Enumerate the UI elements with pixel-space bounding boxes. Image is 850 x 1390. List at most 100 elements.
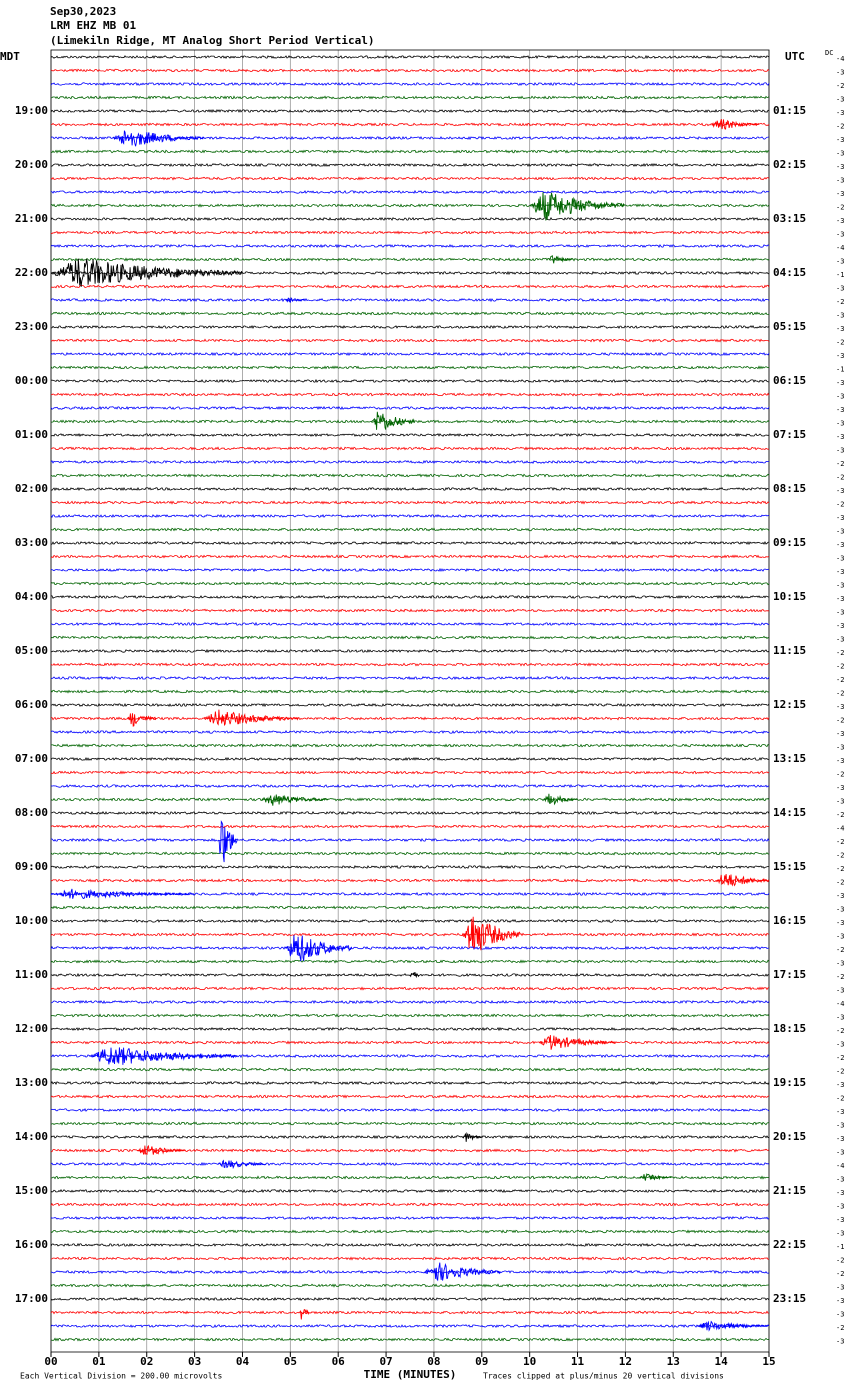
hour-label-utc: 21:15	[773, 1184, 806, 1197]
event	[50, 258, 243, 287]
dc-offset: -2	[836, 838, 844, 846]
hour-label-utc: 13:15	[773, 752, 806, 765]
event	[127, 713, 157, 727]
trace	[50, 1310, 769, 1315]
trace	[50, 1161, 770, 1167]
trace	[50, 986, 770, 991]
dc-offset: -2	[836, 1068, 844, 1076]
trace	[50, 1040, 770, 1045]
trace	[50, 1013, 770, 1018]
dc-offset: -3	[836, 595, 844, 603]
trace	[50, 513, 770, 519]
hour-label-utc: 16:15	[773, 914, 806, 927]
trace	[50, 297, 770, 303]
dc-offset: -4	[836, 55, 844, 63]
dc-offset: -3	[836, 609, 844, 617]
event	[285, 296, 305, 303]
trace	[50, 554, 770, 559]
hour-label-mdt: 10:00	[15, 914, 48, 927]
trace	[50, 1202, 769, 1207]
trace	[50, 1107, 770, 1113]
trace	[50, 324, 770, 330]
event	[538, 1035, 616, 1050]
dc-offset: -4	[836, 1000, 844, 1008]
right-zone: UTC	[785, 50, 805, 63]
dc-offset: -3	[836, 744, 844, 752]
dc-offset: -3	[836, 636, 844, 644]
trace	[50, 432, 770, 438]
event	[424, 1262, 501, 1282]
trace	[50, 581, 770, 586]
trace	[50, 689, 770, 694]
dc-offset: -3	[836, 1203, 844, 1211]
trace	[50, 203, 770, 208]
dc-offset: -1	[836, 1243, 844, 1251]
trace	[51, 702, 770, 708]
x-tick-label: 05	[284, 1355, 297, 1368]
dc-offset: -3	[836, 960, 844, 968]
dc-offset: -3	[836, 190, 844, 198]
clip-note: Traces clipped at plus/minus 20 vertical…	[483, 1372, 724, 1381]
dc-offset: -3	[836, 487, 844, 495]
dc-offset: -3	[836, 541, 844, 549]
dc-offset: -3	[836, 703, 844, 711]
trace	[50, 567, 770, 573]
dc-offset: -3	[836, 1122, 844, 1130]
event	[203, 709, 300, 727]
hour-label-mdt: 17:00	[15, 1292, 48, 1305]
trace	[50, 108, 770, 114]
trace	[50, 999, 770, 1005]
dc-offset: -3	[836, 352, 844, 360]
trace	[50, 54, 770, 60]
dc-offset: -2	[836, 852, 844, 860]
dc-offset: -2	[836, 1054, 844, 1062]
dc-offset: -3	[836, 568, 844, 576]
hour-label-mdt: 19:00	[15, 104, 48, 117]
hour-label-utc: 11:15	[773, 644, 806, 657]
trace	[50, 338, 770, 343]
title-line: (Limekiln Ridge, MT Analog Short Period …	[50, 34, 375, 47]
trace	[50, 810, 770, 816]
hour-label-utc: 17:15	[773, 968, 806, 981]
dc-offset: -2	[836, 204, 844, 212]
dc-offset: -3	[836, 1014, 844, 1022]
event	[529, 192, 626, 221]
trace	[50, 1256, 770, 1261]
hour-label-mdt: 20:00	[15, 158, 48, 171]
x-tick-label: 09	[475, 1355, 488, 1368]
dc-offset: -3	[836, 1041, 844, 1049]
dc-offset: -3	[836, 555, 844, 563]
dc-offset: -3	[836, 757, 844, 765]
dc-offset: -2	[836, 501, 844, 509]
scale-note: Each Vertical Division = 200.00 microvol…	[20, 1372, 222, 1381]
hour-label-utc: 03:15	[773, 212, 806, 225]
trace	[50, 662, 770, 667]
dc-offset: -3	[836, 1216, 844, 1224]
hour-label-mdt: 04:00	[15, 590, 48, 603]
hour-label-utc: 22:15	[773, 1238, 806, 1251]
trace	[50, 1242, 770, 1248]
dc-offset: -3	[836, 622, 844, 630]
trace	[50, 621, 770, 627]
hour-label-utc: 20:15	[773, 1130, 806, 1143]
trace	[50, 635, 770, 640]
event	[543, 793, 578, 806]
trace	[50, 1229, 770, 1234]
hour-label-utc: 09:15	[773, 536, 806, 549]
event	[218, 1159, 267, 1170]
dc-offset: -3	[836, 798, 844, 806]
trace	[50, 460, 770, 465]
trace	[50, 1188, 770, 1194]
dc-offset: -2	[836, 1027, 844, 1035]
dc-offset: -3	[836, 1135, 844, 1143]
event	[462, 1131, 482, 1142]
x-tick-label: 14	[715, 1355, 729, 1368]
dc-offset: -2	[836, 82, 844, 90]
dc-offset: -2	[836, 946, 844, 954]
dc-offset: -3	[836, 784, 844, 792]
dc-offset: -3	[836, 420, 844, 428]
hour-label-mdt: 12:00	[15, 1022, 48, 1035]
trace	[50, 1134, 770, 1140]
trace	[50, 959, 770, 964]
